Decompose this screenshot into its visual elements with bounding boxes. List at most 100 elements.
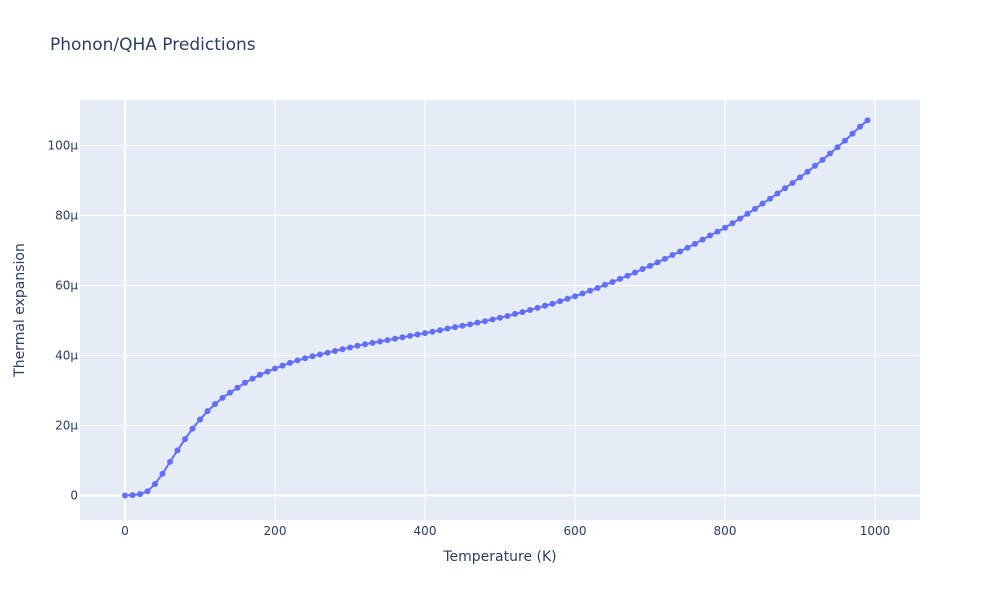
data-point — [639, 266, 646, 273]
data-point — [827, 150, 833, 157]
data-point — [654, 259, 661, 266]
data-point — [564, 295, 571, 302]
data-point — [204, 408, 211, 415]
y-axis-title: Thermal expansion — [12, 243, 28, 378]
data-point — [617, 275, 623, 282]
data-point — [609, 279, 616, 285]
data-point — [504, 312, 511, 319]
data-point — [302, 355, 308, 362]
data-point — [339, 346, 346, 353]
data-point — [234, 384, 241, 391]
data-point — [549, 300, 556, 307]
data-point — [767, 195, 773, 202]
data-point — [789, 179, 796, 186]
data-point — [662, 255, 668, 262]
data-point — [452, 324, 458, 331]
data-point — [317, 351, 323, 358]
data-point — [354, 342, 361, 349]
data-point — [347, 344, 353, 351]
data-point — [474, 319, 481, 326]
data-point — [377, 338, 383, 345]
data-point — [647, 262, 653, 269]
data-point — [557, 298, 563, 305]
data-point — [294, 357, 301, 364]
data-point — [249, 375, 256, 382]
data-point — [632, 269, 638, 276]
data-point — [219, 394, 226, 401]
chart-title: Phonon/QHA Predictions — [50, 35, 256, 55]
x-tick-label: 1000 — [860, 524, 891, 538]
data-point — [257, 371, 263, 378]
data-point — [332, 347, 338, 354]
x-gridlines — [124, 100, 876, 520]
data-point — [272, 365, 278, 372]
data-point — [489, 316, 496, 323]
y-tick-label: 40μ — [55, 349, 78, 363]
data-point — [519, 309, 526, 316]
data-point — [264, 368, 271, 375]
data-point — [444, 325, 451, 332]
data-point — [692, 240, 698, 247]
data-point — [122, 492, 128, 499]
data-point — [467, 321, 473, 328]
x-tick-label: 600 — [564, 524, 587, 538]
data-point — [774, 190, 781, 197]
data-point — [737, 215, 743, 222]
data-point — [782, 185, 788, 192]
series-line — [124, 119, 869, 497]
x-tick-label: 0 — [121, 524, 129, 538]
data-point — [459, 322, 466, 329]
data-point — [624, 272, 631, 279]
data-point — [804, 168, 811, 175]
data-point — [669, 252, 676, 259]
y-tick-label: 0 — [70, 489, 78, 503]
series-layer — [122, 117, 871, 499]
data-point — [242, 379, 248, 386]
y-tick-label: 80μ — [55, 209, 78, 223]
data-point — [572, 293, 578, 300]
data-point — [167, 458, 173, 465]
data-point — [174, 447, 181, 454]
data-point — [182, 436, 188, 443]
data-point — [392, 335, 398, 342]
data-point — [819, 156, 826, 163]
x-tick-label: 800 — [714, 524, 737, 538]
data-point — [752, 205, 758, 212]
data-point — [722, 224, 728, 231]
data-point — [864, 117, 871, 124]
data-point — [137, 491, 143, 498]
data-point — [527, 307, 533, 313]
data-point — [834, 144, 841, 151]
data-point — [227, 389, 233, 396]
data-point — [759, 200, 766, 207]
data-point — [369, 339, 376, 346]
data-point — [159, 470, 166, 477]
data-point — [287, 359, 293, 366]
data-point — [602, 281, 608, 288]
data-point — [542, 302, 548, 309]
data-point — [512, 310, 518, 317]
data-point — [714, 228, 721, 235]
data-point — [579, 290, 586, 297]
plot-area — [80, 100, 920, 520]
data-point — [482, 318, 488, 325]
data-point — [129, 492, 136, 499]
data-point — [699, 236, 706, 243]
data-point — [429, 328, 436, 335]
data-point — [197, 416, 203, 423]
data-point — [842, 137, 848, 144]
y-tick-label: 100μ — [47, 139, 78, 153]
data-point — [497, 314, 503, 321]
data-point — [384, 337, 391, 344]
x-tick-label: 200 — [264, 524, 287, 538]
data-point — [152, 480, 158, 487]
data-point — [857, 123, 863, 130]
data-point — [812, 162, 818, 169]
data-point — [707, 232, 713, 239]
x-tick-label: 400 — [414, 524, 437, 538]
x-tick-labels: 0 200 400 600 800 1000 — [121, 524, 890, 538]
data-point — [534, 304, 541, 311]
data-point — [309, 353, 316, 360]
data-point — [594, 284, 601, 291]
